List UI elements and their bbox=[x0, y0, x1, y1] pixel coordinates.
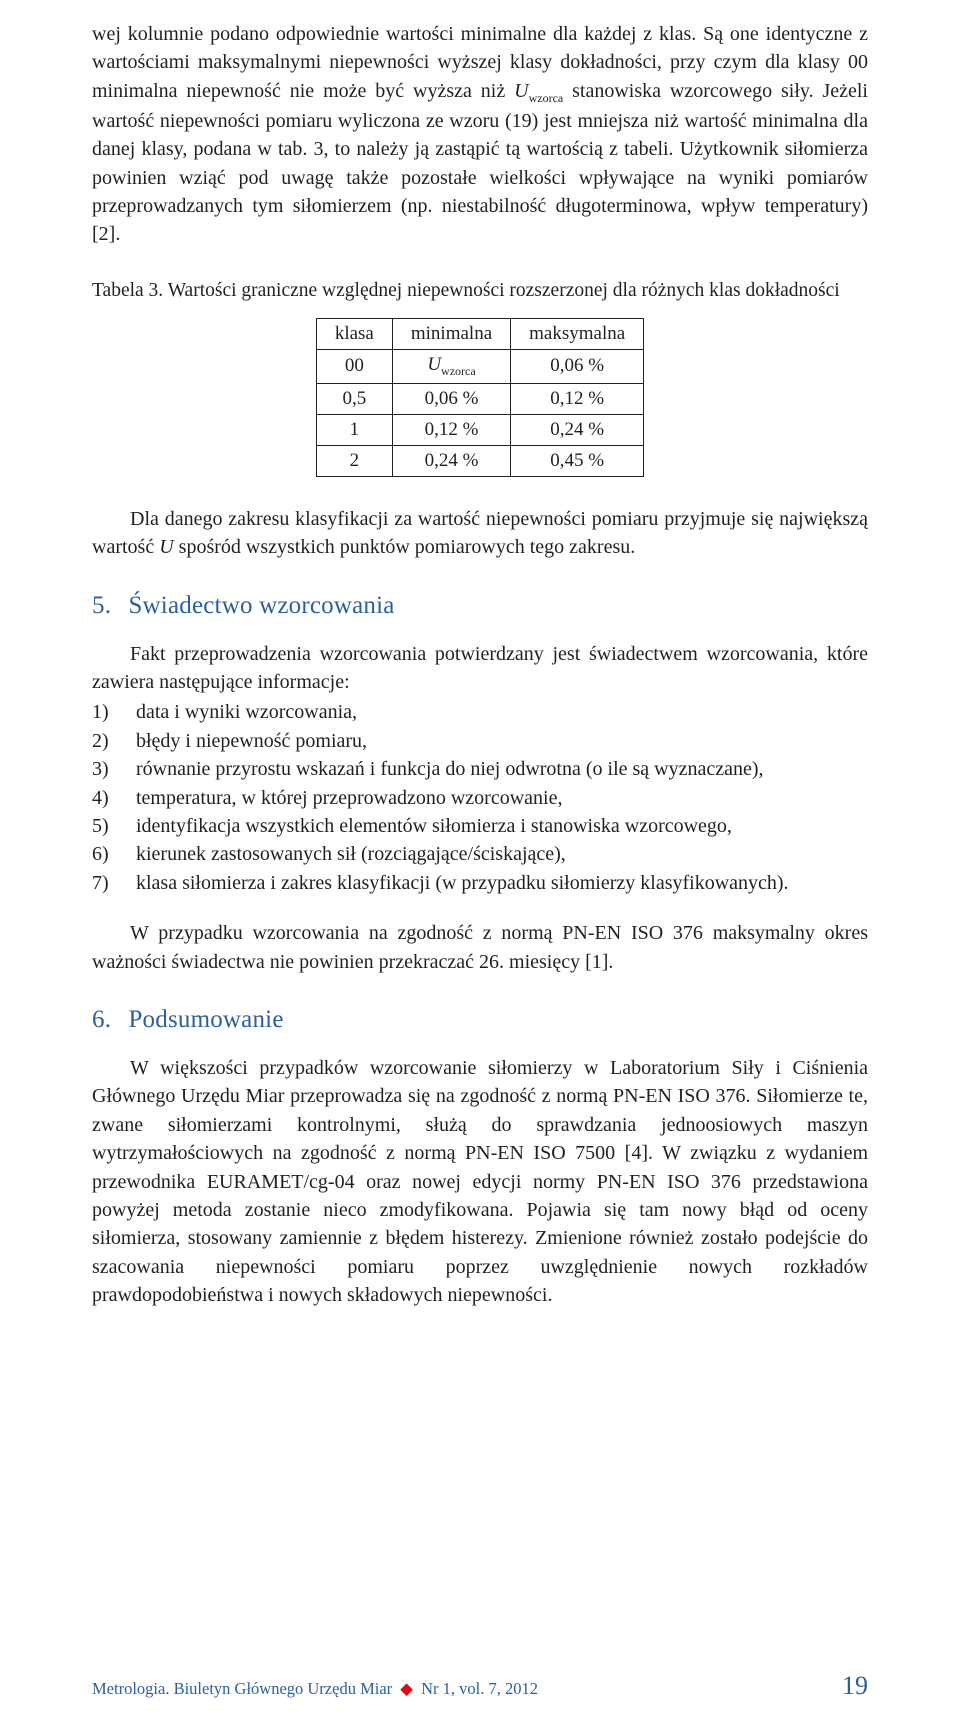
page-footer: Metrologia. Biuletyn Głównego Urzędu Mia… bbox=[92, 1671, 868, 1701]
paragraph-3: Fakt przeprowadzenia wzorcowania potwier… bbox=[92, 640, 868, 697]
list-number: 1) bbox=[92, 698, 136, 726]
paragraph-4: W przypadku wzorcowania na zgodność z no… bbox=[92, 919, 868, 976]
cell: 0,24 % bbox=[392, 445, 510, 476]
cell: 0,06 % bbox=[392, 383, 510, 414]
paragraph-2: Dla danego zakresu klasyfikacji za warto… bbox=[92, 505, 868, 562]
cell: 2 bbox=[316, 445, 392, 476]
cell: 1 bbox=[316, 414, 392, 445]
list-text: kierunek zastosowanych sił (rozciągające… bbox=[136, 840, 566, 868]
section-title: Świadectwo wzorcowania bbox=[128, 592, 394, 619]
list-item: 5)identyfikacja wszystkich elementów sił… bbox=[92, 812, 868, 840]
cell: 0,12 % bbox=[392, 414, 510, 445]
paragraph-5: W większości przypadków wzorcowanie siło… bbox=[92, 1054, 868, 1310]
list-text: temperatura, w której przeprowadzono wzo… bbox=[136, 784, 562, 812]
cell: 0,24 % bbox=[511, 414, 644, 445]
list-text: błędy i niepewność pomiaru, bbox=[136, 727, 367, 755]
uncertainty-table: klasa minimalna maksymalna 00 Uwzorca 0,… bbox=[316, 318, 644, 477]
list-number: 4) bbox=[92, 784, 136, 812]
table-row: 00 Uwzorca 0,06 % bbox=[316, 350, 643, 384]
page-number: 19 bbox=[842, 1671, 868, 1701]
cell: 0,5 bbox=[316, 383, 392, 414]
list-item: 3)równanie przyrostu wskazań i funkcja d… bbox=[92, 755, 868, 783]
footer-left: Metrologia. Biuletyn Głównego Urzędu Mia… bbox=[92, 1679, 538, 1699]
issue-info: Nr 1, vol. 7, 2012 bbox=[421, 1679, 538, 1698]
symbol-U: U bbox=[427, 354, 441, 375]
list-text: data i wyniki wzorcowania, bbox=[136, 698, 357, 726]
diamond-icon: ◆ bbox=[400, 1679, 413, 1698]
para2-text-b: spośród wszystkich punktów pomiarowych t… bbox=[174, 536, 636, 558]
table-row: 0,5 0,06 % 0,12 % bbox=[316, 383, 643, 414]
section-number: 5. bbox=[92, 592, 122, 620]
cell: 0,45 % bbox=[511, 445, 644, 476]
table-caption: Tabela 3. Wartości graniczne względnej n… bbox=[92, 277, 868, 304]
table-row: 1 0,12 % 0,24 % bbox=[316, 414, 643, 445]
col-klasa: klasa bbox=[316, 319, 392, 350]
list-item: 6)kierunek zastosowanych sił (rozciągają… bbox=[92, 840, 868, 868]
symbol-U: U bbox=[159, 536, 173, 558]
col-minimalna: minimalna bbox=[392, 319, 510, 350]
list-item: 7)klasa siłomierza i zakres klasyfikacji… bbox=[92, 869, 868, 897]
cell: Uwzorca bbox=[392, 350, 510, 384]
section-6-heading: 6. Podsumowanie bbox=[92, 1006, 868, 1034]
list-item: 4)temperatura, w której przeprowadzono w… bbox=[92, 784, 868, 812]
list-number: 2) bbox=[92, 727, 136, 755]
section-title: Podsumowanie bbox=[128, 1006, 283, 1033]
para1-text-b: stanowiska wzorcowego siły. Jeżeli warto… bbox=[92, 80, 868, 246]
subscript-wzorca: wzorca bbox=[529, 91, 564, 105]
page: wej kolumnie podano odpowiednie wartości… bbox=[0, 20, 960, 1735]
table-row: 2 0,24 % 0,45 % bbox=[316, 445, 643, 476]
paragraph-1: wej kolumnie podano odpowiednie wartości… bbox=[92, 20, 868, 249]
certificate-info-list: 1)data i wyniki wzorcowania, 2)błędy i n… bbox=[92, 698, 868, 897]
cell: 0,06 % bbox=[511, 350, 644, 384]
col-maksymalna: maksymalna bbox=[511, 319, 644, 350]
subscript-wzorca: wzorca bbox=[441, 364, 476, 378]
list-text: równanie przyrostu wskazań i funkcja do … bbox=[136, 755, 764, 783]
symbol-U: U bbox=[514, 80, 528, 102]
table-header-row: klasa minimalna maksymalna bbox=[316, 319, 643, 350]
journal-title: Metrologia. Biuletyn Głównego Urzędu Mia… bbox=[92, 1679, 392, 1698]
cell: 0,12 % bbox=[511, 383, 644, 414]
list-text: klasa siłomierza i zakres klasyfikacji (… bbox=[136, 869, 789, 897]
list-item: 1)data i wyniki wzorcowania, bbox=[92, 698, 868, 726]
list-number: 5) bbox=[92, 812, 136, 840]
list-number: 6) bbox=[92, 840, 136, 868]
section-5-heading: 5. Świadectwo wzorcowania bbox=[92, 592, 868, 620]
list-number: 3) bbox=[92, 755, 136, 783]
list-item: 2)błędy i niepewność pomiaru, bbox=[92, 727, 868, 755]
list-text: identyfikacja wszystkich elementów siłom… bbox=[136, 812, 732, 840]
list-number: 7) bbox=[92, 869, 136, 897]
cell: 00 bbox=[316, 350, 392, 384]
section-number: 6. bbox=[92, 1006, 122, 1034]
